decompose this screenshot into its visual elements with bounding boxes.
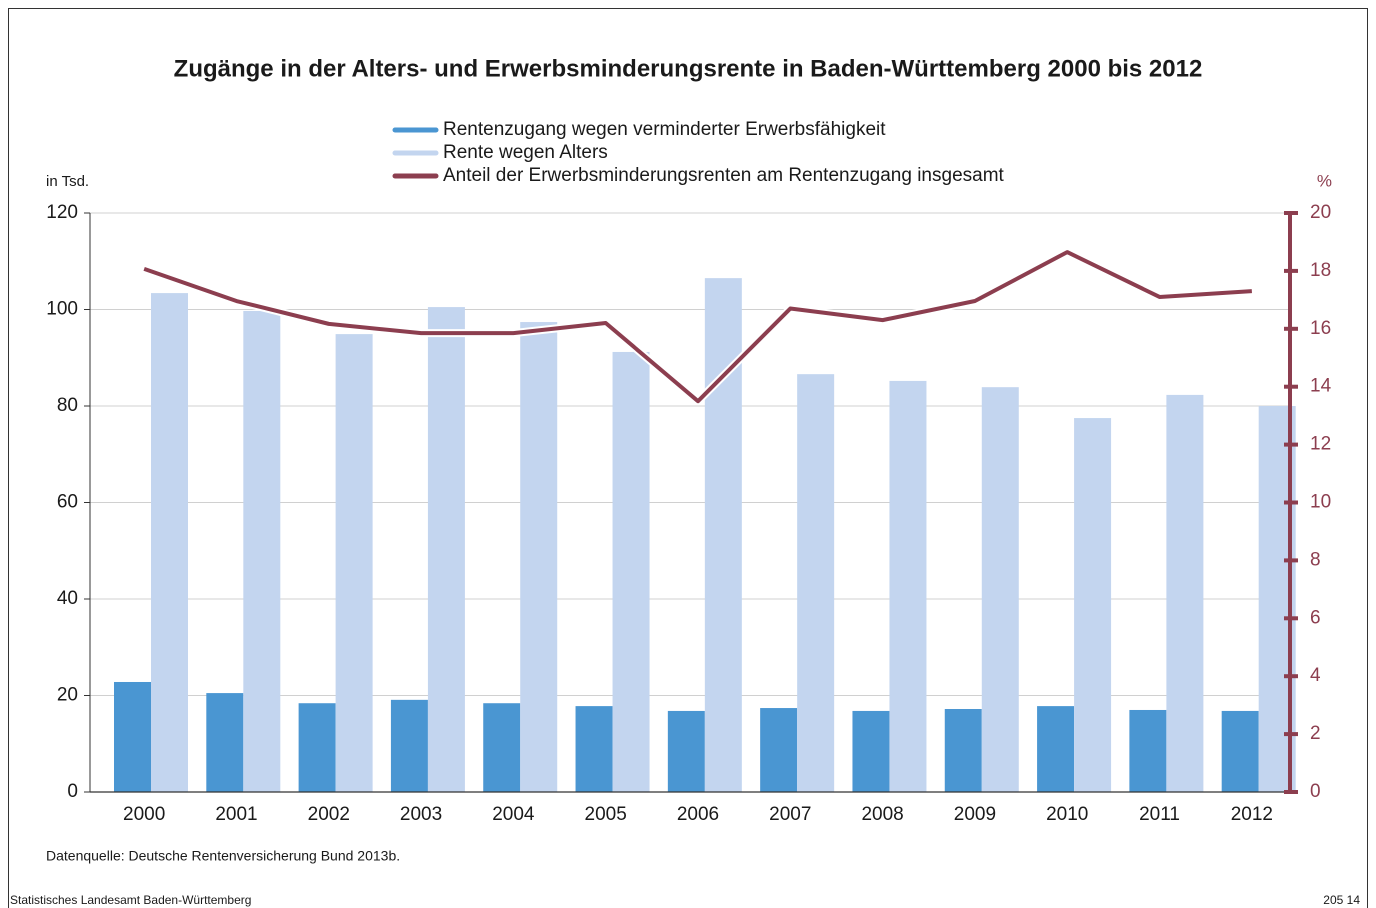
y-tick-label: 100 (46, 299, 78, 320)
x-tick-label: 2006 (677, 804, 719, 825)
y-tick-label: 20 (57, 685, 78, 706)
bar (797, 374, 835, 792)
y2-tick-label: 6 (1310, 607, 1321, 628)
y2-tick-label: 10 (1310, 492, 1331, 513)
bar (390, 699, 428, 792)
bar (1074, 418, 1112, 792)
legend-label: Anteil der Erwerbsminderungsrenten am Re… (443, 165, 1005, 186)
bar (151, 293, 188, 792)
bar (114, 681, 151, 792)
bar (335, 334, 373, 792)
bar (704, 278, 742, 792)
line-halo (142, 248, 1253, 406)
x-tick-label: 2009 (954, 804, 996, 825)
legend-label: Rentenzugang wegen verminderter Erwerbsf… (443, 119, 886, 140)
y-tick-label: 60 (57, 492, 78, 513)
bar (575, 706, 613, 792)
y2-tick-label: 4 (1310, 665, 1321, 686)
line (143, 250, 1252, 404)
bar (520, 322, 558, 792)
y2-tick-label: 20 (1310, 202, 1331, 223)
y2-tick-label: 0 (1310, 781, 1321, 802)
bar (206, 693, 244, 792)
x-tick-label: 2010 (1046, 804, 1088, 825)
x-tick-label: 2003 (400, 804, 442, 825)
x-tick-label: 2004 (492, 804, 535, 825)
footer-left: Statistisches Landesamt Baden-Württember… (10, 893, 251, 907)
bar (1129, 709, 1167, 792)
y2-axis-label: % (1317, 171, 1332, 190)
x-tick-label: 2007 (769, 804, 811, 825)
y2-tick-label: 12 (1310, 434, 1331, 455)
bar (760, 708, 798, 792)
x-tick-label: 2012 (1231, 804, 1273, 825)
bar (1221, 710, 1259, 792)
bar (667, 710, 705, 792)
y2-tick-label: 14 (1310, 376, 1332, 397)
bar (1166, 394, 1204, 792)
bar (944, 709, 982, 792)
bar (889, 380, 927, 792)
bar (612, 351, 650, 792)
bar (243, 310, 281, 792)
x-tick-label: 2001 (215, 804, 257, 825)
y2-tick-label: 16 (1310, 318, 1331, 339)
legend-label: Rente wegen Alters (443, 142, 608, 163)
y-tick-label: 80 (57, 395, 78, 416)
y-tick-label: 40 (57, 588, 78, 609)
bar (483, 703, 521, 792)
frame (8, 8, 1368, 908)
chart-title: Zugänge in der Alters- und Erwerbsminder… (174, 55, 1203, 82)
bar (981, 387, 1019, 792)
footer-right: 205 14 (1323, 893, 1360, 907)
bar (298, 703, 336, 792)
y-tick-label: 120 (46, 202, 78, 223)
source-note: Datenquelle: Deutsche Rentenversicherung… (46, 848, 400, 864)
x-tick-label: 2008 (861, 804, 903, 825)
y-axis-label: in Tsd. (46, 173, 89, 190)
x-tick-label: 2000 (123, 804, 165, 825)
y2-tick-label: 18 (1310, 260, 1331, 281)
bar (1037, 706, 1075, 792)
y-tick-label: 0 (67, 781, 78, 802)
bar (427, 307, 465, 792)
y2-tick-label: 2 (1310, 723, 1321, 744)
x-tick-label: 2002 (308, 804, 350, 825)
y2-tick-label: 8 (1310, 549, 1321, 570)
x-tick-label: 2005 (585, 804, 627, 825)
x-tick-label: 2011 (1139, 804, 1180, 825)
bar (852, 710, 890, 792)
